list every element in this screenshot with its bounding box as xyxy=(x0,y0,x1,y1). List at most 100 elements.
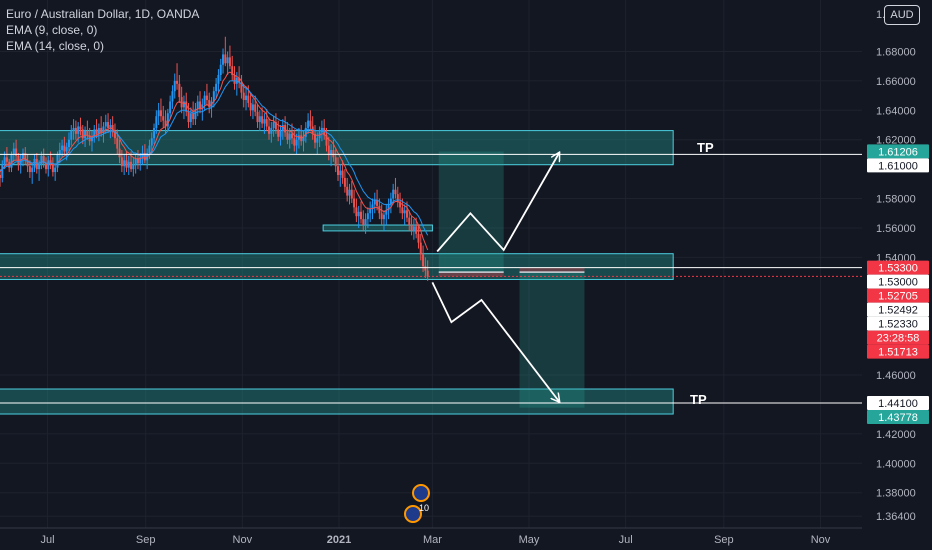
candle-body-38 xyxy=(86,130,89,136)
candle-body-152 xyxy=(348,189,351,196)
candle-body-182 xyxy=(417,233,420,243)
bullish-projection-path xyxy=(436,153,559,253)
candle-body-6 xyxy=(12,148,15,155)
long-position-risk xyxy=(438,272,504,277)
candle-body-122 xyxy=(279,130,282,137)
price-tag-bg-6 xyxy=(867,316,929,331)
price-tag-bg-10 xyxy=(867,409,929,424)
candle-body-144 xyxy=(330,150,333,155)
candle-body-104 xyxy=(238,77,241,83)
price-tag-bg-4 xyxy=(867,288,929,303)
candle-body-146 xyxy=(334,157,337,167)
time-tick-label-2: Nov xyxy=(233,534,253,546)
candle-body-50 xyxy=(113,132,116,139)
candle-body-153 xyxy=(350,189,353,199)
time-axis: Jul Sep Nov 2021 Mar May Jul Sep Nov xyxy=(40,534,830,546)
projection-paths-layer xyxy=(431,153,559,402)
candle-body-5 xyxy=(10,154,13,168)
candle-body-163 xyxy=(373,200,376,205)
candle-body-93 xyxy=(212,91,215,102)
candle-body-107 xyxy=(245,95,248,101)
candle-body-75 xyxy=(171,91,174,102)
chart-legend: Euro / Australian Dollar, 1D, OANDA EMA … xyxy=(6,6,199,54)
candle-body-121 xyxy=(277,129,280,137)
candle-body-167 xyxy=(382,214,385,220)
candle-body-132 xyxy=(302,136,305,142)
candle-body-185 xyxy=(424,266,427,271)
time-axis-background[interactable] xyxy=(0,528,932,550)
price-tick-label-5: 1.56000 xyxy=(876,223,916,235)
price-tag-10: 1.43778 xyxy=(878,412,918,424)
candle-body-54 xyxy=(123,160,126,167)
candle-body-112 xyxy=(256,111,259,123)
candle-body-183 xyxy=(419,242,422,255)
candle-body-34 xyxy=(77,126,80,134)
candle-body-130 xyxy=(297,135,300,140)
price-tag-bg-0 xyxy=(867,144,929,159)
candle-body-108 xyxy=(247,95,250,103)
candle-body-100 xyxy=(228,57,231,67)
price-tag-5: 1.52492 xyxy=(878,305,918,317)
long-position-profit xyxy=(438,151,504,273)
candle-body-114 xyxy=(261,116,264,124)
candle-body-59 xyxy=(134,158,137,165)
candle-body-17 xyxy=(38,164,41,170)
economic-events[interactable]: 10 xyxy=(404,484,430,523)
candle-body-88 xyxy=(201,104,204,109)
candle-body-1 xyxy=(1,164,4,178)
symbol-title[interactable]: Euro / Australian Dollar, 1D, OANDA xyxy=(6,7,200,21)
candle-body-77 xyxy=(176,80,179,84)
candle-body-46 xyxy=(104,122,107,127)
candle-body-67 xyxy=(153,127,156,139)
time-tick-label-4: Mar xyxy=(423,534,442,546)
candle-body-18 xyxy=(40,155,43,165)
candle-body-71 xyxy=(162,116,165,121)
candle-body-96 xyxy=(219,64,222,76)
candle-body-101 xyxy=(231,66,234,76)
candle-body-164 xyxy=(376,200,379,206)
candle-body-134 xyxy=(307,120,310,128)
flag-event-icon-2[interactable] xyxy=(404,505,422,523)
candle-body-147 xyxy=(336,166,339,176)
candle-body-155 xyxy=(355,207,358,217)
price-tag-3: 1.53000 xyxy=(878,277,918,289)
candle-body-126 xyxy=(288,133,291,140)
candle-body-159 xyxy=(364,219,367,226)
candle-body-133 xyxy=(304,127,307,137)
candle-body-19 xyxy=(42,155,45,164)
candle-body-66 xyxy=(150,138,153,146)
currency-button[interactable]: AUD xyxy=(884,5,920,25)
candle-body-84 xyxy=(192,113,195,120)
price-tick-label-9: 1.40000 xyxy=(876,458,916,470)
candle-body-62 xyxy=(141,152,144,158)
candle-body-173 xyxy=(396,194,399,202)
price-tag-8: 1.51713 xyxy=(878,347,918,359)
candle-body-106 xyxy=(242,92,245,101)
candle-body-143 xyxy=(327,145,330,155)
price-tag-7: 23:28:58 xyxy=(877,333,920,345)
candle-body-2 xyxy=(3,157,6,165)
candle-body-156 xyxy=(357,211,360,217)
ema14-legend[interactable]: EMA (14, close, 0) xyxy=(6,39,105,53)
price-tag-bg-8 xyxy=(867,344,929,359)
candle-body-151 xyxy=(346,186,349,196)
price-tag-1: 1.61000 xyxy=(878,160,918,172)
tp-label-upper: TP xyxy=(697,140,714,155)
candle-body-179 xyxy=(410,225,413,231)
price-tick-label-11: 1.36400 xyxy=(876,511,916,523)
candle-body-137 xyxy=(314,133,316,143)
ema9-legend[interactable]: EMA (9, close, 0) xyxy=(6,23,98,37)
candle-body-82 xyxy=(187,111,190,123)
candle-body-128 xyxy=(293,138,296,146)
candle-body-73 xyxy=(166,113,169,127)
price-tag-9: 1.44100 xyxy=(878,398,918,410)
candle-body-186 xyxy=(426,270,429,277)
candle-body-117 xyxy=(268,126,271,134)
candle-body-13 xyxy=(28,166,31,173)
candle-body-158 xyxy=(362,219,365,226)
candle-body-168 xyxy=(385,210,388,215)
price-tag-bg-9 xyxy=(867,395,929,410)
candle-body-63 xyxy=(143,152,146,161)
flag-event-icon[interactable] xyxy=(412,484,430,502)
